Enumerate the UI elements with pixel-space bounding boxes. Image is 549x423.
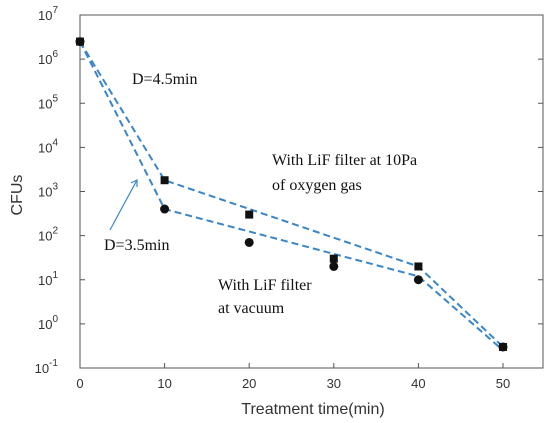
y-axis-title: CFUs bbox=[9, 175, 26, 216]
annotation-oxygen-line1: With LiF filter at 10Pa bbox=[272, 152, 417, 169]
annotation-oxygen-line2: of oxygen gas bbox=[272, 177, 362, 194]
annotation-arrowhead bbox=[130, 179, 138, 187]
annotation-d-3-5: D=3.5min bbox=[104, 237, 169, 254]
x-axis-title: Treatment time(min) bbox=[241, 401, 384, 418]
square-marker bbox=[414, 262, 423, 271]
fit-line-1 bbox=[79, 41, 504, 348]
y-tick-label: 107 bbox=[38, 5, 58, 23]
x-tick-label: 40 bbox=[411, 376, 425, 391]
ticks: 0 10 20 30 40 50 10-1 100 101 102 103 104 105 106 107 bbox=[35, 5, 543, 391]
x-tick-label: 50 bbox=[496, 376, 510, 391]
y-tick-label: 101 bbox=[38, 270, 58, 288]
x-tick-label: 30 bbox=[327, 376, 341, 391]
circle-marker bbox=[413, 275, 423, 285]
square-marker bbox=[329, 254, 338, 263]
fit-line-2 bbox=[79, 41, 504, 352]
annotation-arrow bbox=[109, 179, 138, 231]
square-marker bbox=[160, 176, 169, 185]
y-tick-label: 106 bbox=[38, 49, 58, 67]
circle-marker bbox=[498, 342, 508, 352]
circle-marker bbox=[75, 37, 85, 47]
y-tick-label: 104 bbox=[38, 137, 58, 155]
fit-lines bbox=[79, 41, 504, 352]
y-tick-label: 10-1 bbox=[35, 358, 59, 376]
annotation-d-4-5: D=4.5min bbox=[132, 71, 197, 88]
y-tick-label: 103 bbox=[38, 182, 58, 200]
x-tick-label: 10 bbox=[157, 376, 171, 391]
x-tick-label: 0 bbox=[76, 376, 83, 391]
data-points bbox=[75, 37, 508, 352]
x-tick-label: 20 bbox=[242, 376, 256, 391]
y-tick-label: 102 bbox=[38, 226, 58, 244]
y-tick-label: 105 bbox=[38, 93, 58, 111]
circle-marker bbox=[160, 204, 170, 214]
annotation-vacuum-line2: at vacuum bbox=[218, 300, 285, 317]
y-tick-label: 100 bbox=[38, 314, 58, 332]
square-marker bbox=[245, 210, 254, 219]
circle-marker bbox=[329, 261, 339, 271]
annotation-vacuum-line1: With LiF filter bbox=[218, 277, 312, 294]
circle-marker bbox=[244, 237, 254, 247]
